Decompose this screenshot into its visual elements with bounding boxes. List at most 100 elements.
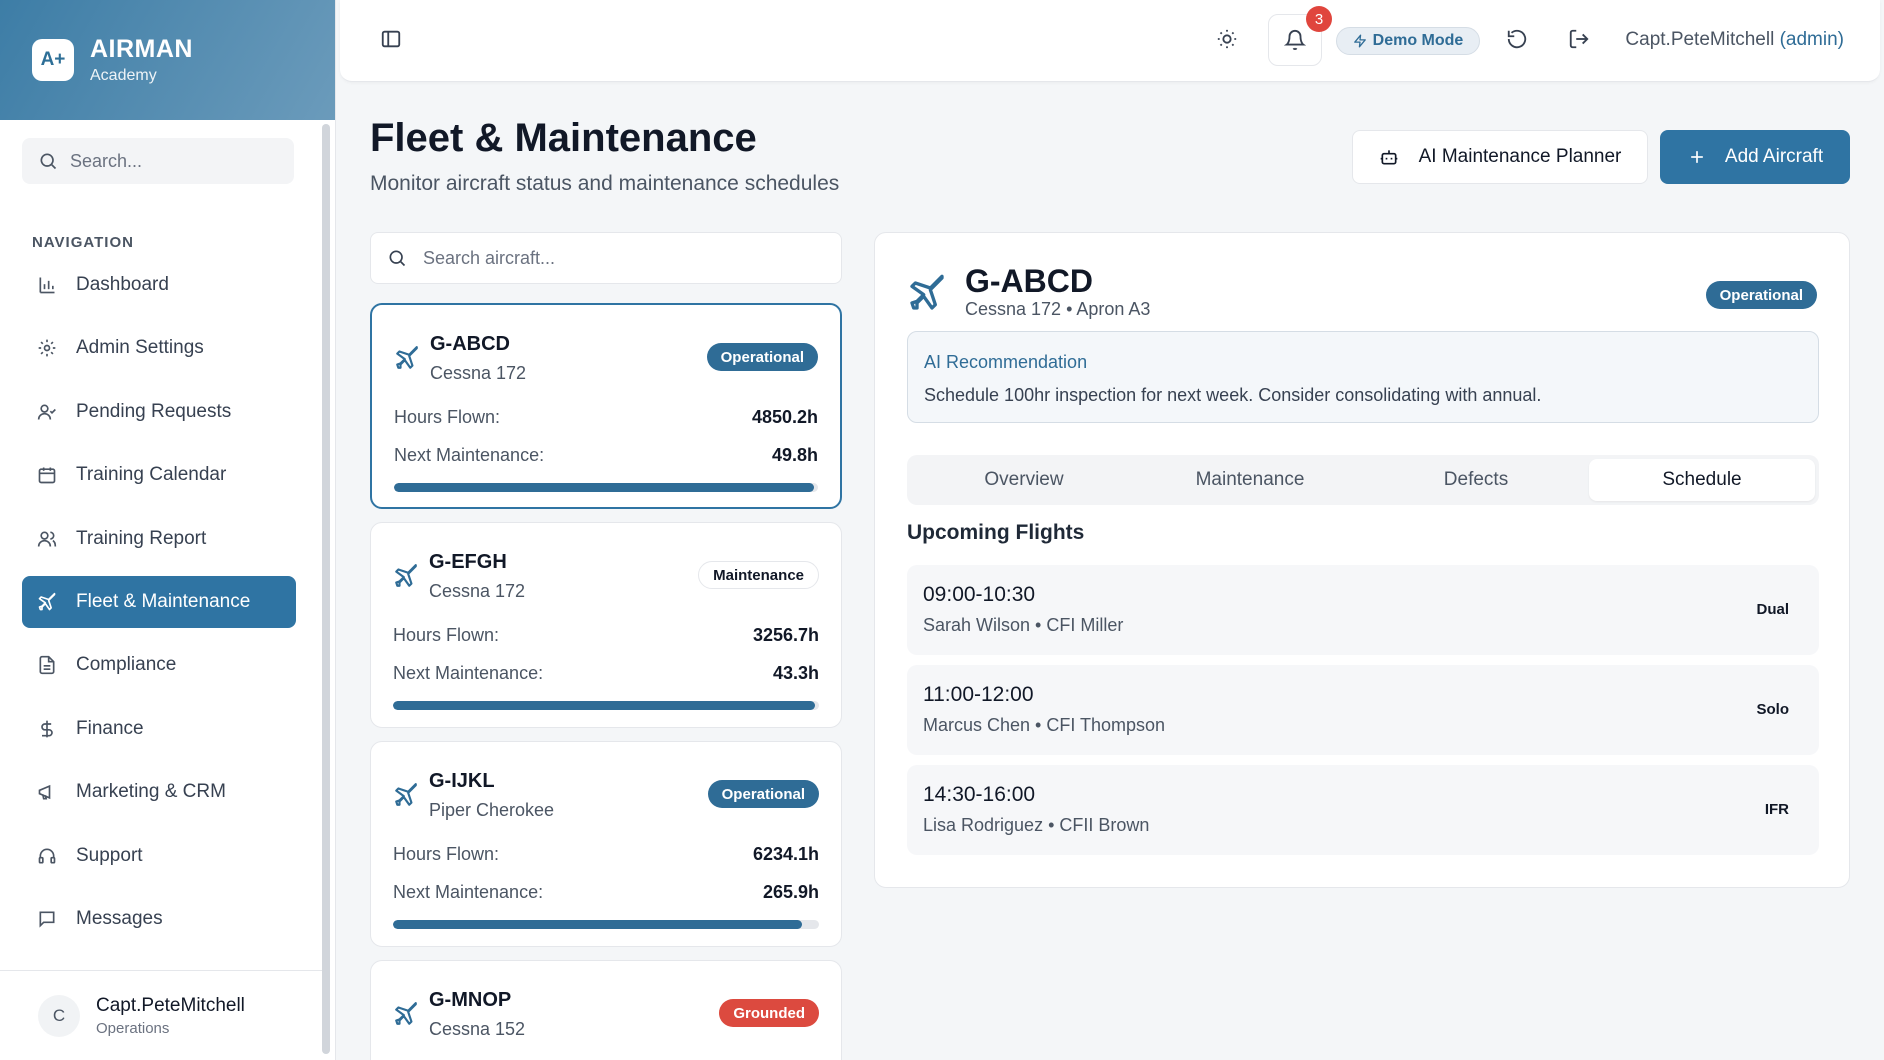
status-badge: Operational xyxy=(706,343,818,371)
sidebar-item-label: Training Calendar xyxy=(76,464,227,486)
calendar-icon xyxy=(36,464,58,486)
brand-header[interactable]: A+ AIRMAN Academy xyxy=(0,0,335,120)
sidebar-item-finance[interactable]: Finance xyxy=(22,703,296,755)
sidebar-item-support[interactable]: Support xyxy=(22,830,296,882)
hours-flown-label: Hours Flown: xyxy=(393,844,500,864)
aircraft-registration: G-MNOP xyxy=(429,989,512,1011)
sidebar-item-training-report[interactable]: Training Report xyxy=(22,513,296,565)
flight-type-badge: Solo xyxy=(1756,700,1790,718)
ai-recommendation-title: AI Recommendation xyxy=(924,352,1088,372)
tab-schedule[interactable]: Schedule xyxy=(1589,459,1815,501)
sidebar-item-label: Finance xyxy=(76,717,144,739)
current-user[interactable]: Capt.PeteMitchell (admin) xyxy=(1625,29,1844,51)
aircraft-card[interactable]: G-ABCD Cessna 172 Operational Hours Flow… xyxy=(370,303,842,509)
tab-defects[interactable]: Defects xyxy=(1443,469,1509,490)
page-subtitle: Monitor aircraft status and maintenance … xyxy=(370,172,840,195)
sidebar-item-fleet-maintenance[interactable]: Fleet & Maintenance xyxy=(22,575,296,628)
hours-flown-label: Hours Flown: xyxy=(393,625,500,645)
sidebar-item-compliance[interactable]: Compliance xyxy=(22,639,296,691)
nav-section-title: NAVIGATION xyxy=(32,234,134,251)
sidebar-scrollbar[interactable] xyxy=(322,124,330,1054)
current-user-role: (admin) xyxy=(1779,29,1844,50)
detail-subtitle: Cessna 172 • Apron A3 xyxy=(965,299,1151,319)
add-aircraft-button[interactable]: Add Aircraft xyxy=(1660,130,1850,184)
detail-tabs: Overview Maintenance Defects Schedule xyxy=(907,455,1819,505)
tab-maintenance[interactable]: Maintenance xyxy=(1195,469,1305,490)
search-icon xyxy=(40,153,57,170)
maintenance-progress-bar xyxy=(394,483,818,492)
flight-item[interactable]: 14:30-16:00 Lisa Rodriguez • CFII Brown … xyxy=(907,765,1819,855)
search-icon xyxy=(389,250,406,267)
aircraft-card[interactable]: G-MNOP Cessna 152 Grounded xyxy=(370,960,842,1060)
plus-icon xyxy=(1691,151,1703,163)
sidebar-item-dashboard[interactable]: Dashboard xyxy=(22,259,296,311)
flight-time: 09:00-10:30 xyxy=(923,583,1036,606)
aircraft-card[interactable]: G-IJKL Piper Cherokee Operational Hours … xyxy=(370,741,842,947)
ai-maintenance-planner-button[interactable]: AI Maintenance Planner xyxy=(1352,130,1648,184)
flight-crew: Lisa Rodriguez • CFII Brown xyxy=(923,815,1150,835)
sidebar-item-pending-requests[interactable]: Pending Requests xyxy=(22,386,296,438)
aircraft-detail-panel: G-ABCD Cessna 172 • Apron A3 Operational… xyxy=(874,232,1850,888)
demo-mode-badge[interactable]: Demo Mode xyxy=(1336,27,1480,55)
sidebar-item-label: Admin Settings xyxy=(76,337,204,359)
document-icon xyxy=(36,654,58,676)
maintenance-progress-fill xyxy=(393,701,815,710)
sidebar-item-training-calendar[interactable]: Training Calendar xyxy=(22,449,296,501)
users-icon xyxy=(36,528,58,550)
profile-name: Capt.PeteMitchell xyxy=(96,994,245,1016)
logout-button[interactable] xyxy=(1568,28,1590,55)
hours-flown-label: Hours Flown: xyxy=(394,407,501,427)
gear-icon xyxy=(36,337,58,359)
sidebar-item-label: Training Report xyxy=(76,527,207,549)
ai-maintenance-planner-label: AI Maintenance Planner xyxy=(1418,146,1622,167)
sidebar-item-label: Dashboard xyxy=(76,274,169,295)
notification-count-badge: 3 xyxy=(1306,6,1332,32)
status-badge: Operational xyxy=(1705,281,1817,309)
sidebar-item-marketing-crm[interactable]: Marketing & CRM xyxy=(22,766,296,818)
next-maintenance-label: Next Maintenance: xyxy=(393,882,544,902)
sidebar-item-label: Compliance xyxy=(76,654,177,676)
next-maintenance-value: 49.8h xyxy=(771,445,818,465)
page-title: Fleet & Maintenance xyxy=(370,116,757,160)
flight-item[interactable]: 09:00-10:30 Sarah Wilson • CFI Miller Du… xyxy=(907,565,1819,655)
flight-type-badge: IFR xyxy=(1764,800,1789,818)
brand-logo: A+ xyxy=(32,39,74,81)
flight-time: 14:30-16:00 xyxy=(923,783,1036,806)
aircraft-card[interactable]: G-EFGH Cessna 172 Maintenance Hours Flow… xyxy=(370,522,842,728)
flight-crew: Sarah Wilson • CFI Miller xyxy=(923,615,1124,635)
plane-icon xyxy=(395,1002,417,1025)
message-icon xyxy=(36,908,58,930)
aircraft-model: Cessna 172 xyxy=(429,581,526,601)
plane-icon xyxy=(910,274,944,310)
sidebar-item-admin-settings[interactable]: Admin Settings xyxy=(22,322,296,374)
aircraft-search-input[interactable]: Search aircraft... xyxy=(370,232,842,284)
lightning-icon xyxy=(1353,34,1366,48)
notifications-button[interactable] xyxy=(1268,14,1322,66)
flight-crew: Marcus Chen • CFI Thompson xyxy=(923,715,1166,735)
maintenance-progress-bar xyxy=(393,920,819,929)
megaphone-icon xyxy=(36,781,58,803)
sidebar-item-label: Pending Requests xyxy=(76,400,232,422)
hours-flown-value: 6234.1h xyxy=(752,844,819,864)
bar-chart-icon xyxy=(36,274,58,296)
status-badge: Operational xyxy=(707,780,819,808)
plane-icon xyxy=(396,346,418,369)
flight-item[interactable]: 11:00-12:00 Marcus Chen • CFI Thompson S… xyxy=(907,665,1819,755)
tab-overview[interactable]: Overview xyxy=(984,469,1064,490)
sidebar-item-messages[interactable]: Messages xyxy=(22,893,296,945)
status-badge: Maintenance xyxy=(698,561,819,589)
sidebar-user-profile[interactable]: C Capt.PeteMitchell Operations xyxy=(0,970,322,1060)
sidebar-search-input[interactable]: Search... xyxy=(22,138,294,184)
aircraft-registration: G-IJKL xyxy=(429,770,495,792)
aircraft-registration: G-EFGH xyxy=(429,551,507,573)
avatar: C xyxy=(38,994,80,1037)
ai-recommendation-text: Schedule 100hr inspection for next week.… xyxy=(924,385,1542,405)
sidebar-toggle-button[interactable] xyxy=(380,28,402,55)
status-badge: Grounded xyxy=(719,999,819,1027)
reset-demo-button[interactable] xyxy=(1506,28,1528,55)
logout-icon xyxy=(1569,29,1589,49)
theme-toggle-button[interactable] xyxy=(1216,28,1238,55)
plane-icon xyxy=(395,783,417,806)
maintenance-progress-fill xyxy=(394,483,814,492)
sidebar: A+ AIRMAN Academy Search... NAVIGATION D… xyxy=(0,0,336,1060)
